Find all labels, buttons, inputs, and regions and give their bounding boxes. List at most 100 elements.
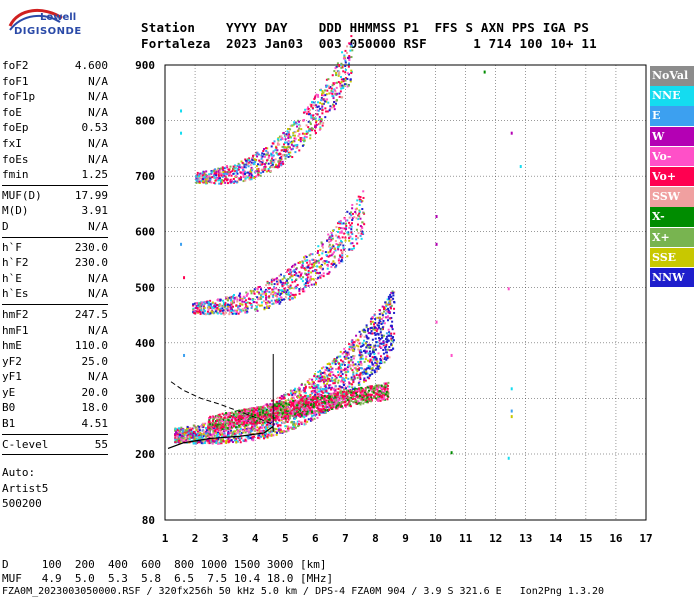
echo-dot [241, 308, 244, 311]
echo-dot [322, 275, 325, 278]
echo-dot [300, 272, 303, 275]
echo-dot [257, 412, 260, 415]
echo-dot [249, 409, 252, 412]
echo-dot [198, 427, 201, 430]
echo-dot [300, 137, 303, 140]
echo-dot [302, 414, 305, 417]
echo-dot [283, 146, 286, 149]
echo-dot [234, 175, 237, 178]
echo-dot [354, 363, 357, 366]
echo-dot [269, 427, 272, 430]
echo-dot [261, 414, 264, 417]
echo-dot [220, 418, 223, 421]
echo-dot [357, 363, 360, 366]
echo-dot [174, 429, 177, 432]
echo-dot [332, 392, 335, 395]
echo-dot [312, 411, 315, 414]
echo-dot [310, 417, 313, 420]
echo-dot [323, 379, 326, 382]
echo-dot [212, 421, 215, 424]
echo-dot [225, 177, 228, 180]
echo-dot [388, 334, 391, 337]
echo-dot [365, 336, 368, 339]
echo-dot [321, 379, 324, 382]
echo-dot [385, 338, 388, 341]
echo-dot [320, 393, 323, 396]
echo-dot [176, 439, 179, 442]
echo-dot [355, 388, 358, 391]
echo-dot [386, 357, 389, 360]
echo-dot [263, 155, 266, 158]
echo-dot [280, 405, 283, 408]
echo-dot [272, 399, 275, 402]
echo-dot [197, 441, 200, 444]
echo-dot [246, 408, 249, 411]
echo-dot [358, 374, 361, 377]
echo-dot [350, 211, 353, 214]
echo-dot [226, 178, 229, 181]
echo-dot [285, 291, 288, 294]
echo-dot [203, 431, 206, 434]
echo-dot [231, 295, 234, 298]
echo-dot [217, 171, 220, 174]
echo-dot [175, 438, 178, 441]
echo-dot [285, 150, 288, 153]
echo-dot [332, 404, 335, 407]
echo-dot [284, 425, 287, 428]
echo-dot [201, 424, 204, 427]
echo-dot [385, 335, 388, 338]
echo-dot [364, 372, 367, 375]
echo-dot [347, 390, 350, 393]
echo-dot [202, 176, 205, 179]
echo-dot [356, 370, 359, 373]
echo-dot [229, 416, 232, 419]
echo-dot [344, 394, 347, 397]
echo-dot [249, 413, 252, 416]
echo-dot [196, 179, 199, 182]
echo-dot [345, 356, 348, 359]
echo-dot [273, 286, 276, 289]
echo-dot [305, 404, 308, 407]
echo-dot [313, 402, 316, 405]
echo-dot [218, 171, 221, 174]
echo-dot [339, 220, 342, 223]
echo-dot [250, 430, 253, 433]
echo-dot [299, 275, 302, 278]
echo-dot [343, 83, 346, 86]
echo-dot [204, 179, 207, 182]
echo-dot [316, 260, 319, 263]
echo-dot [263, 153, 266, 156]
echo-dot [264, 292, 267, 295]
echo-dot [368, 346, 371, 349]
echo-dot [256, 290, 259, 293]
echo-dot [298, 276, 301, 279]
echo-dot [211, 441, 214, 444]
echo-dot [339, 388, 342, 391]
echo-dot [302, 401, 305, 404]
echo-dot [326, 369, 329, 372]
echo-dot [344, 400, 347, 403]
echo-dot [310, 408, 313, 411]
echo-dot [341, 397, 344, 400]
echo-dot [261, 421, 264, 424]
echo-dot [344, 65, 347, 68]
echo-dot [283, 146, 286, 149]
echo-dot [198, 309, 201, 312]
echo-dot [378, 362, 381, 365]
echo-dot [285, 415, 288, 418]
echo-dot [230, 174, 233, 177]
echo-dot [313, 395, 316, 398]
echo-dot [257, 159, 260, 162]
echo-dot [280, 418, 283, 421]
echo-dot [358, 198, 361, 201]
echo-dot [345, 355, 348, 358]
echo-dot [230, 308, 233, 311]
echo-dot [343, 383, 346, 386]
echo-dot [365, 346, 368, 349]
echo-dot [263, 290, 266, 293]
echo-dot [384, 307, 387, 310]
echo-dot [212, 424, 215, 427]
echo-dot [237, 436, 240, 439]
echo-dot [183, 428, 186, 431]
echo-dot [257, 434, 260, 437]
